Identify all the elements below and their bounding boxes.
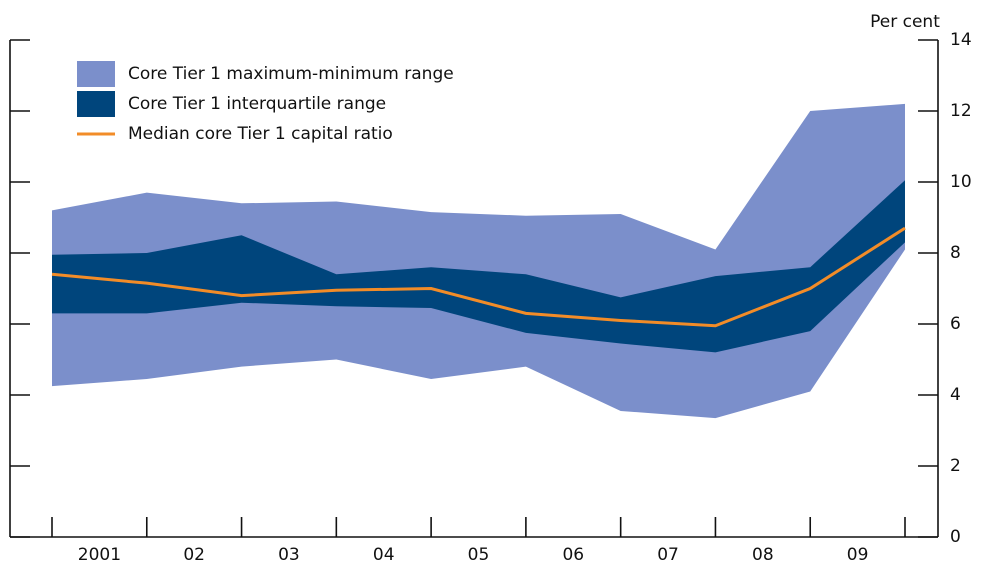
y-tick-label: 0 — [950, 527, 961, 547]
x-tick-label: 05 — [468, 545, 490, 564]
y-tick-label: 6 — [950, 314, 961, 334]
x-tick-label: 02 — [183, 545, 205, 564]
legend-swatch — [77, 61, 115, 87]
x-tick-label: 09 — [847, 545, 869, 564]
range-area — [52, 180, 905, 353]
y-axis-label: Per cent — [870, 12, 940, 32]
legend-label: Median core Tier 1 capital ratio — [128, 124, 393, 144]
y-tick-label: 10 — [950, 172, 972, 192]
legend-label: Core Tier 1 maximum-minimum range — [128, 64, 454, 84]
x-tick-label: 07 — [657, 545, 679, 564]
x-tick-label: 06 — [562, 545, 584, 564]
y-tick-label: 14 — [950, 30, 972, 50]
y-tick-label: 8 — [950, 243, 961, 263]
median-line — [51, 226, 906, 328]
x-tick-label: 08 — [752, 545, 774, 564]
legend-label: Core Tier 1 interquartile range — [128, 94, 386, 114]
x-tick-label: 04 — [373, 545, 395, 564]
x-tick-label: 03 — [278, 545, 300, 564]
legend-swatch — [77, 91, 115, 117]
x-tick-label: 2001 — [78, 545, 121, 564]
y-tick-label: 2 — [950, 456, 961, 476]
y-tick-label: 4 — [950, 385, 961, 405]
y-tick-label: 12 — [950, 101, 972, 121]
